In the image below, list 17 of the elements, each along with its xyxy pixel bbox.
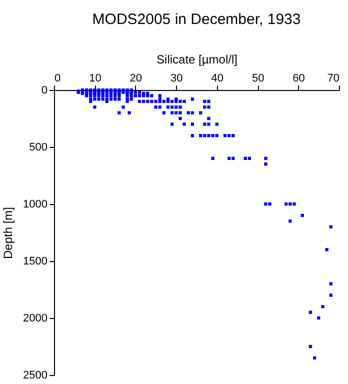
x-tick-label: 50 [252,72,264,84]
x-tick-label: 0 [54,72,61,84]
chart-title: MODS2005 in December, 1933 [92,11,301,28]
x-tick-label: 20 [130,72,142,84]
y-tick-label: 2000 [23,312,48,324]
y-tick-label: 1500 [23,256,48,268]
x-tick-label: 60 [292,72,305,84]
x-tick-label: 30 [170,72,183,84]
x-tick-label: 70 [327,72,340,84]
y-tick-label: 0 [41,84,48,96]
x-axis-title: Silicate [µmol/l] [156,52,238,66]
x-tick-label: 40 [211,72,224,84]
x-tick-label: 10 [89,72,102,84]
y-tick-label: 2500 [23,370,48,382]
y-tick-label: 500 [29,142,48,154]
y-tick-label: 1000 [23,198,48,210]
y-axis-title: Depth [m] [1,206,16,260]
